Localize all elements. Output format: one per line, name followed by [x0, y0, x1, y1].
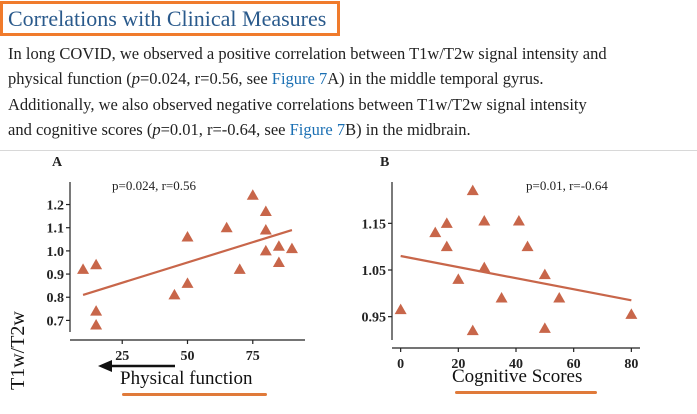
paragraph-line-1: In long COVID, we observed a positive co…	[8, 44, 607, 63]
data-point	[466, 324, 479, 336]
regression-line	[82, 228, 293, 296]
direction-arrow-head	[98, 360, 112, 372]
data-point	[521, 240, 534, 252]
data-point	[285, 242, 298, 254]
data-point	[429, 226, 442, 238]
data-point	[220, 221, 233, 233]
data-point	[246, 189, 259, 200]
x-tick-label: 20	[451, 357, 465, 372]
x-tick-label: 75	[246, 349, 260, 364]
regression-line	[400, 254, 632, 302]
data-point	[272, 256, 285, 267]
data-point	[272, 240, 285, 251]
data-point	[168, 288, 181, 300]
data-point	[538, 322, 551, 333]
chart-a-xlabel: Physical function	[120, 368, 253, 389]
section-heading: Correlations with Clinical Measures	[8, 6, 327, 31]
heading-highlight-box	[0, 1, 340, 36]
data-point	[625, 308, 638, 319]
data-point	[181, 230, 194, 242]
chart-b-cognitive-scores: 0.95 1.05 1.15 0 20 40 60 80 p=0.01, r=-0.64 B	[362, 155, 640, 372]
data-point	[90, 319, 103, 330]
data-point	[181, 277, 194, 288]
chart-a-ylabel: T1w/T2w	[7, 311, 29, 390]
data-point	[259, 205, 272, 216]
data-point	[440, 217, 453, 228]
panel-label: A	[52, 155, 63, 170]
data-point	[495, 292, 508, 303]
y-tick-label: 1.0	[47, 245, 65, 260]
paragraph-line-3: Additionally, we also observed negative …	[8, 95, 587, 114]
chart-a-xlabel-underline	[122, 393, 267, 396]
x-tick-label: 50	[181, 349, 195, 364]
paragraph-line-4: and cognitive scores (p=0.01, r=-0.64, s…	[8, 120, 471, 139]
paragraph-line-2: physical function (p=0.024, r=0.56, see …	[8, 69, 544, 88]
data-point	[259, 224, 272, 235]
y-tick-label: 1.05	[362, 264, 387, 279]
data-point	[233, 263, 246, 274]
data-point	[553, 292, 566, 303]
data-point	[478, 215, 491, 226]
data-point	[512, 215, 525, 226]
x-tick-label: 80	[624, 357, 638, 372]
y-tick-label: 0.7	[47, 314, 65, 329]
y-tick-label: 0.8	[47, 291, 65, 306]
section-divider	[0, 150, 697, 151]
y-tick-label: 1.15	[362, 217, 387, 232]
data-point	[90, 305, 103, 316]
stats-annotation: p=0.01, r=-0.64	[526, 178, 608, 193]
data-point	[478, 261, 491, 273]
y-tick-label: 1.1	[47, 222, 65, 237]
data-point	[259, 244, 272, 256]
stats-annotation: p=0.024, r=0.56	[112, 178, 196, 193]
x-tick-label: 0	[397, 357, 404, 372]
panel-label: B	[380, 155, 389, 170]
y-tick-label: 0.9	[47, 268, 65, 283]
chart-b-xlabel-underline	[455, 391, 597, 394]
y-tick-label: 1.2	[47, 199, 65, 214]
x-tick-label: 40	[509, 357, 523, 372]
data-point	[90, 258, 103, 270]
data-point	[440, 240, 453, 252]
chart-a-physical-function: 0.7 0.8 0.9 1.0 1.1 1.2 25 50 75 p=0.024, r=0.56 A…	[7, 155, 305, 390]
figure-7-link-b[interactable]: Figure 7	[289, 120, 346, 139]
x-tick-label: 25	[115, 349, 129, 364]
data-point	[466, 184, 479, 196]
x-tick-label: 60	[567, 357, 581, 372]
figure-7-link-a[interactable]: Figure 7	[271, 69, 328, 88]
data-point	[452, 273, 465, 284]
data-point	[538, 268, 551, 280]
y-tick-label: 0.95	[362, 311, 387, 326]
data-point	[77, 263, 90, 274]
data-point	[394, 303, 407, 315]
chart-b-xlabel: Cognitive Scores	[452, 366, 583, 387]
